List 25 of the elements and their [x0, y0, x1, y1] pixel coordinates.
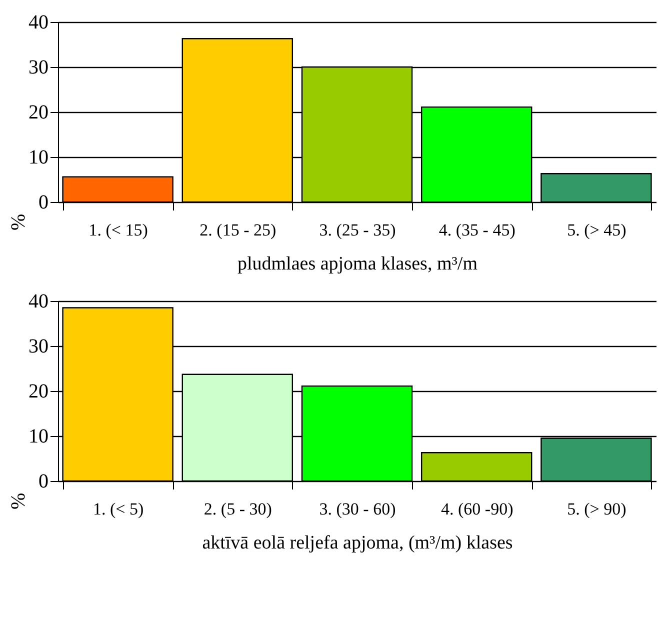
- x-axis-title: pludmlaes apjoma klases, m³/m: [238, 254, 478, 274]
- x-tick-label: 3. (25 - 35): [319, 220, 396, 240]
- y-tick-label: 0: [38, 470, 48, 492]
- y-tick-label: 20: [28, 380, 48, 402]
- y-tick-label: 30: [28, 56, 48, 78]
- x-tick-label: 5. (> 45): [567, 220, 626, 240]
- y-axis-title: %: [8, 214, 30, 230]
- y-tick-label: 0: [38, 192, 48, 214]
- x-tick-label: 2. (15 - 25): [200, 220, 276, 240]
- x-tick-label: 4. (35 - 45): [438, 220, 516, 240]
- x-tick-label: 5. (> 90): [567, 500, 626, 518]
- x-axis-title: aktīvā eolā reljefa apjoma, (m³/m) klases: [202, 532, 513, 554]
- y-axis-title: %: [8, 492, 30, 510]
- x-tick-label: 2. (5 - 30): [204, 500, 272, 518]
- y-tick-label: 10: [28, 146, 48, 168]
- x-tick-label: 4. (60 -90): [440, 500, 514, 518]
- y-tick-label: 40: [28, 12, 48, 34]
- y-tick-label: 10: [28, 426, 48, 448]
- bar: [420, 452, 532, 482]
- y-tick-label: 40: [28, 290, 48, 312]
- y-tick-label: 20: [28, 102, 48, 124]
- y-tick-label: 30: [28, 336, 48, 358]
- x-tick-label: 3. (30 - 60): [319, 500, 396, 518]
- x-tick-label: 1. (< 15): [88, 220, 148, 240]
- x-tick-label: 1. (< 5): [92, 500, 144, 518]
